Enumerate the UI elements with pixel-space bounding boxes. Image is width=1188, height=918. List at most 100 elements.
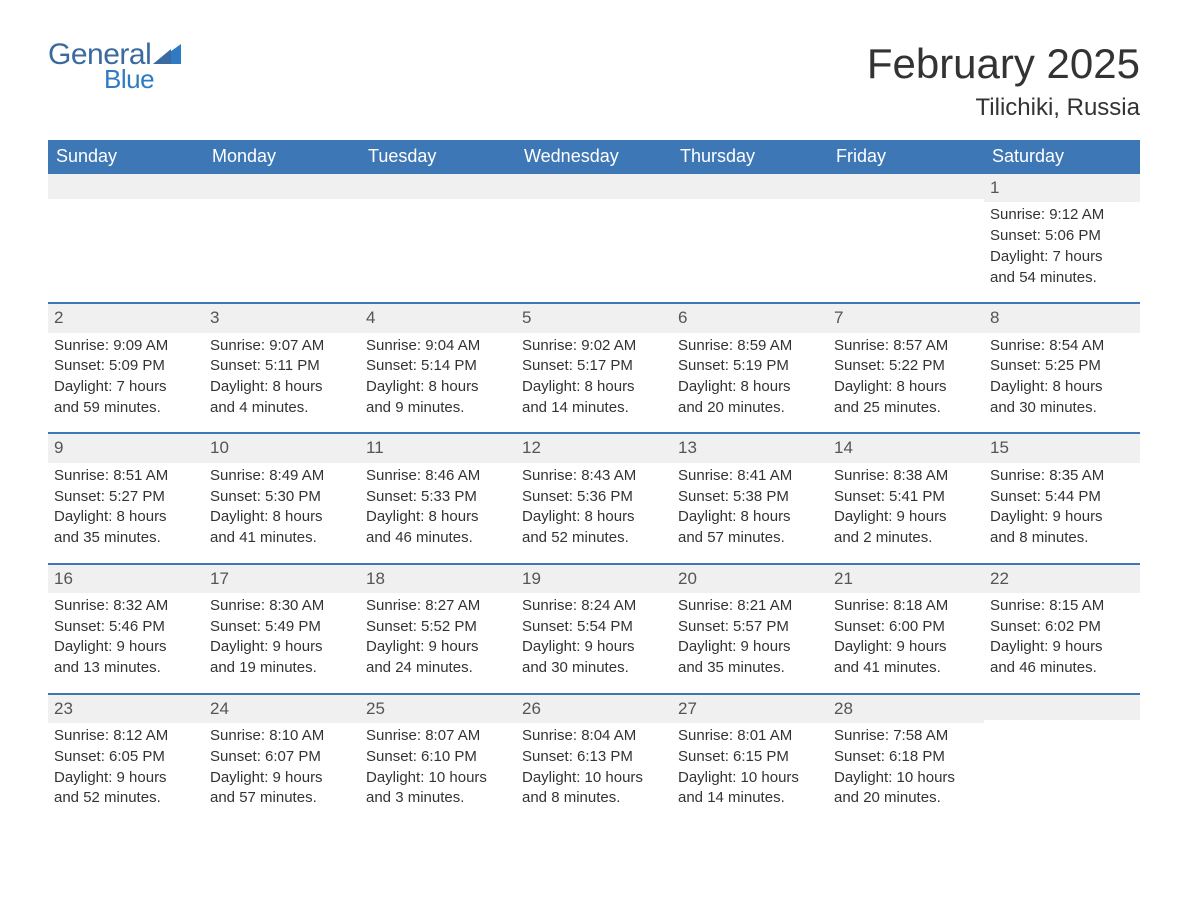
sunrise-text: Sunrise: 8:15 AM [990,596,1134,617]
sunrise-text: Sunrise: 8:24 AM [522,596,666,617]
day-body: Sunrise: 8:43 AMSunset: 5:36 PMDaylight:… [516,463,672,549]
top-bar: General Blue February 2025 Tilichiki, Ru… [48,40,1140,122]
day-b-text: and 46 minutes. [990,658,1134,679]
calendar-week: 23Sunrise: 8:12 AMSunset: 6:05 PMDayligh… [48,693,1140,823]
day-number: 16 [48,565,204,593]
day-b-text: and 59 minutes. [54,398,198,419]
calendar-week: 16Sunrise: 8:32 AMSunset: 5:46 PMDayligh… [48,563,1140,693]
day-a-text: Daylight: 9 hours [678,637,822,658]
day-body: Sunrise: 8:35 AMSunset: 5:44 PMDaylight:… [984,463,1140,549]
calendar-day: 13Sunrise: 8:41 AMSunset: 5:38 PMDayligh… [672,434,828,562]
brand-text: General Blue [48,40,181,92]
day-body: Sunrise: 8:24 AMSunset: 5:54 PMDaylight:… [516,593,672,679]
page-subtitle: Tilichiki, Russia [867,94,1140,122]
day-body: Sunrise: 8:38 AMSunset: 5:41 PMDaylight:… [828,463,984,549]
day-number [360,174,516,199]
day-body: Sunrise: 8:51 AMSunset: 5:27 PMDaylight:… [48,463,204,549]
day-number: 6 [672,304,828,332]
sunrise-text: Sunrise: 8:07 AM [366,726,510,747]
calendar-day: 15Sunrise: 8:35 AMSunset: 5:44 PMDayligh… [984,434,1140,562]
day-body: Sunrise: 9:12 AMSunset: 5:06 PMDaylight:… [984,202,1140,288]
weekday-header: Monday [204,140,360,174]
day-body: Sunrise: 9:04 AMSunset: 5:14 PMDaylight:… [360,333,516,419]
day-a-text: Daylight: 8 hours [522,377,666,398]
day-b-text: and 20 minutes. [678,398,822,419]
day-number [828,174,984,199]
day-number [516,174,672,199]
day-a-text: Daylight: 9 hours [990,507,1134,528]
day-body: Sunrise: 8:10 AMSunset: 6:07 PMDaylight:… [204,723,360,809]
sunset-text: Sunset: 6:10 PM [366,747,510,768]
calendar-day: 14Sunrise: 8:38 AMSunset: 5:41 PMDayligh… [828,434,984,562]
day-number: 4 [360,304,516,332]
sunrise-text: Sunrise: 8:46 AM [366,466,510,487]
calendar-day [204,174,360,302]
day-number: 2 [48,304,204,332]
calendar-day: 27Sunrise: 8:01 AMSunset: 6:15 PMDayligh… [672,695,828,823]
sunrise-text: Sunrise: 8:59 AM [678,336,822,357]
day-a-text: Daylight: 9 hours [834,637,978,658]
day-body: Sunrise: 8:15 AMSunset: 6:02 PMDaylight:… [984,593,1140,679]
sunset-text: Sunset: 5:06 PM [990,226,1134,247]
day-number: 8 [984,304,1140,332]
sunset-text: Sunset: 5:25 PM [990,356,1134,377]
day-number [204,174,360,199]
calendar-day: 3Sunrise: 9:07 AMSunset: 5:11 PMDaylight… [204,304,360,432]
day-b-text: and 14 minutes. [678,788,822,809]
calendar-day [828,174,984,302]
day-a-text: Daylight: 8 hours [210,507,354,528]
sunrise-text: Sunrise: 8:57 AM [834,336,978,357]
weekday-header: Thursday [672,140,828,174]
day-body: Sunrise: 8:54 AMSunset: 5:25 PMDaylight:… [984,333,1140,419]
calendar-week: 2Sunrise: 9:09 AMSunset: 5:09 PMDaylight… [48,302,1140,432]
day-b-text: and 57 minutes. [678,528,822,549]
sunrise-text: Sunrise: 8:49 AM [210,466,354,487]
day-b-text: and 57 minutes. [210,788,354,809]
day-body: Sunrise: 8:07 AMSunset: 6:10 PMDaylight:… [360,723,516,809]
day-number: 25 [360,695,516,723]
day-a-text: Daylight: 8 hours [366,507,510,528]
day-b-text: and 9 minutes. [366,398,510,419]
day-body: Sunrise: 8:01 AMSunset: 6:15 PMDaylight:… [672,723,828,809]
sunset-text: Sunset: 5:44 PM [990,487,1134,508]
day-a-text: Daylight: 9 hours [834,507,978,528]
day-b-text: and 24 minutes. [366,658,510,679]
calendar-week: 9Sunrise: 8:51 AMSunset: 5:27 PMDaylight… [48,432,1140,562]
calendar-day: 10Sunrise: 8:49 AMSunset: 5:30 PMDayligh… [204,434,360,562]
day-b-text: and 2 minutes. [834,528,978,549]
day-body: Sunrise: 9:02 AMSunset: 5:17 PMDaylight:… [516,333,672,419]
sunrise-text: Sunrise: 8:41 AM [678,466,822,487]
sunset-text: Sunset: 5:46 PM [54,617,198,638]
sunset-text: Sunset: 6:18 PM [834,747,978,768]
day-number [672,174,828,199]
sunset-text: Sunset: 6:07 PM [210,747,354,768]
sunset-text: Sunset: 5:27 PM [54,487,198,508]
day-b-text: and 41 minutes. [210,528,354,549]
sunset-text: Sunset: 6:05 PM [54,747,198,768]
sunset-text: Sunset: 5:52 PM [366,617,510,638]
day-number: 11 [360,434,516,462]
day-b-text: and 54 minutes. [990,268,1134,289]
day-a-text: Daylight: 9 hours [522,637,666,658]
day-b-text: and 20 minutes. [834,788,978,809]
day-a-text: Daylight: 7 hours [54,377,198,398]
calendar-day: 28Sunrise: 7:58 AMSunset: 6:18 PMDayligh… [828,695,984,823]
day-a-text: Daylight: 9 hours [54,768,198,789]
title-block: February 2025 Tilichiki, Russia [867,40,1140,122]
calendar-day: 17Sunrise: 8:30 AMSunset: 5:49 PMDayligh… [204,565,360,693]
weekday-header: Friday [828,140,984,174]
day-body: Sunrise: 9:07 AMSunset: 5:11 PMDaylight:… [204,333,360,419]
calendar-day: 6Sunrise: 8:59 AMSunset: 5:19 PMDaylight… [672,304,828,432]
day-number: 23 [48,695,204,723]
day-a-text: Daylight: 8 hours [678,507,822,528]
day-b-text: and 4 minutes. [210,398,354,419]
sunset-text: Sunset: 5:41 PM [834,487,978,508]
day-number: 3 [204,304,360,332]
calendar-day: 20Sunrise: 8:21 AMSunset: 5:57 PMDayligh… [672,565,828,693]
calendar-day: 18Sunrise: 8:27 AMSunset: 5:52 PMDayligh… [360,565,516,693]
sunset-text: Sunset: 5:38 PM [678,487,822,508]
calendar-day [984,695,1140,823]
sunset-text: Sunset: 5:30 PM [210,487,354,508]
sail-icon [153,40,181,70]
sunrise-text: Sunrise: 8:35 AM [990,466,1134,487]
